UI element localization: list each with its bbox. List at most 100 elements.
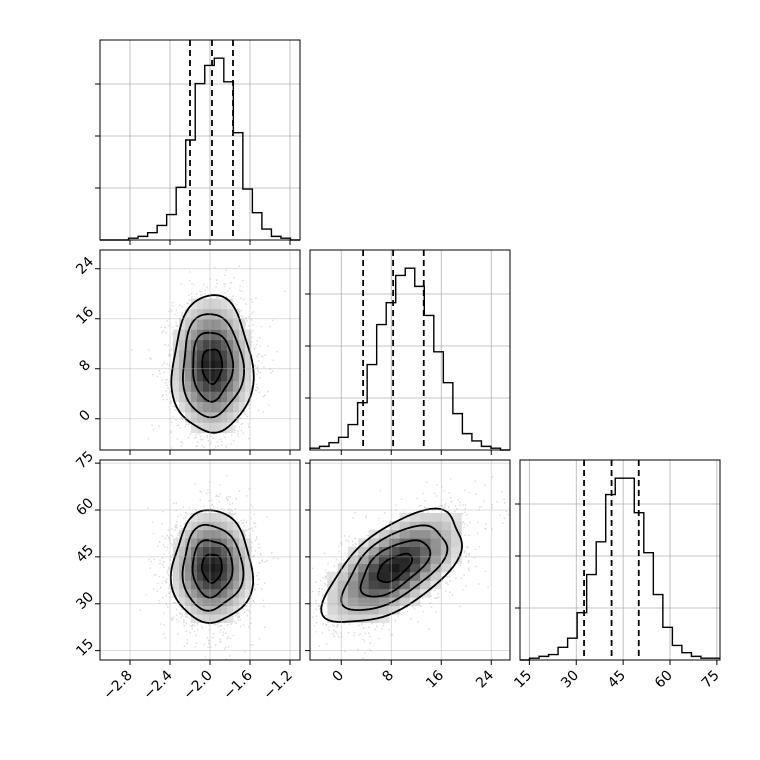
density-cell [191, 308, 198, 320]
density-cell [221, 370, 228, 382]
density-cell [197, 580, 204, 590]
density-cell [179, 597, 186, 607]
density-cell [233, 401, 240, 413]
density-cell [173, 555, 180, 564]
density-cell [227, 555, 234, 564]
density-cell [451, 521, 462, 531]
density-cell [191, 391, 198, 403]
density-cell [191, 381, 198, 392]
density-cell [179, 401, 186, 413]
density-cell [451, 538, 462, 548]
density-cell [221, 521, 228, 531]
density-cell [409, 529, 421, 539]
density-cell [368, 588, 380, 598]
density-cell [221, 381, 228, 392]
scatter-panel-0-1 [99, 249, 301, 451]
density-cell [227, 588, 234, 598]
density-cell [221, 401, 228, 413]
density-cell [215, 529, 222, 539]
density-cell [209, 360, 216, 372]
density-cell [197, 597, 204, 607]
density-cell [399, 555, 411, 564]
density-cell [368, 572, 380, 581]
density-cell [221, 538, 228, 548]
density-cell [440, 529, 452, 539]
density-cell [347, 614, 359, 623]
x-tick-label: 60 [652, 668, 676, 692]
density-cell [430, 555, 442, 564]
density-cell [179, 580, 186, 590]
density-cell [378, 597, 390, 607]
density-cell [451, 546, 462, 556]
density-cell [173, 572, 180, 581]
density-cell [347, 597, 359, 607]
density-cell [420, 529, 431, 539]
y-tick-label: 45 [73, 542, 97, 566]
y-tick-label: 60 [73, 495, 97, 519]
density-cell [239, 572, 246, 581]
density-cell [245, 381, 252, 392]
density-cell [197, 605, 204, 615]
density-cell [209, 546, 216, 556]
density-cell [227, 339, 234, 351]
density-cell [239, 360, 246, 372]
density-cell [227, 580, 234, 590]
density-cell [215, 308, 222, 320]
density-cell [409, 546, 421, 556]
density-cell [215, 422, 222, 433]
density-cell [221, 360, 228, 372]
density-cell [239, 391, 246, 403]
density-cell [203, 401, 210, 413]
contour-level-2 [340, 524, 449, 612]
density-cell [451, 512, 462, 522]
density-cell [173, 329, 180, 341]
x-tick-label: 16 [423, 667, 447, 691]
density-cell [197, 412, 204, 423]
density-cell [227, 370, 234, 382]
density-cell [179, 538, 186, 548]
density-cell [185, 339, 192, 351]
density-cell [191, 319, 198, 330]
y-tick-label: 15 [73, 636, 97, 660]
density-cell [239, 401, 246, 413]
density-cell [245, 538, 252, 548]
x-tick-label: 30 [558, 668, 582, 692]
density-cell [233, 563, 240, 573]
histogram-panel-1 [305, 249, 511, 451]
density-cell [215, 412, 222, 423]
density-cell [191, 360, 198, 372]
density-cell [215, 298, 222, 310]
y-tick-label: 30 [73, 589, 97, 613]
density-cell [209, 298, 216, 310]
density-cell [197, 370, 204, 382]
density-cell [221, 588, 228, 598]
panel-content [310, 476, 510, 659]
density-cell [185, 555, 192, 564]
density-cell [215, 521, 222, 531]
density-cell [368, 546, 380, 556]
scatter-panel-1-2 [309, 459, 511, 661]
density-cell [185, 412, 192, 423]
density-cell [191, 580, 198, 590]
density-cell [409, 588, 421, 598]
density-cell [197, 360, 204, 372]
density-cell [191, 422, 198, 433]
density-cell [389, 588, 400, 598]
density-cell [399, 580, 411, 590]
density-cell [389, 555, 400, 564]
density-cell [227, 298, 234, 310]
density-cell [209, 614, 216, 623]
density-cell [409, 538, 421, 548]
y-tick-label: 75 [73, 448, 97, 472]
contour-level-1 [192, 331, 235, 403]
density-cell [203, 350, 210, 361]
density-cell [378, 572, 390, 581]
density-cell [368, 538, 380, 548]
axes-frame [309, 249, 511, 451]
y-tick-label: 8 [76, 357, 94, 375]
density-cell [451, 529, 462, 539]
density-cell [209, 555, 216, 564]
density-cell [203, 546, 210, 556]
density-cell [337, 614, 349, 623]
